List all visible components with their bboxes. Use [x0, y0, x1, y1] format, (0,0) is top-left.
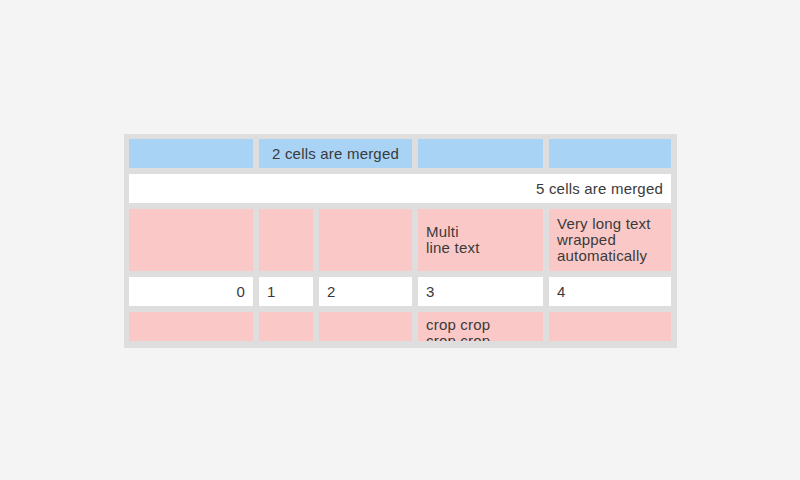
table-row-multiline: Multi line text Very long text wrapped a…: [129, 209, 671, 271]
merged-5-cells-label: 5 cells are merged: [536, 181, 663, 197]
cell-r5c1[interactable]: [129, 312, 253, 341]
number-2-label: 2: [327, 284, 336, 300]
cell-r1c5[interactable]: [549, 139, 671, 168]
cell-r3c2[interactable]: [259, 209, 313, 271]
table-widget: 2 cells are merged 5 cells are merged Mu…: [124, 134, 677, 348]
cell-r4c5[interactable]: 4: [549, 277, 671, 306]
wrapped-text-label: Very long text wrapped automatically: [557, 216, 663, 264]
cell-r4c2[interactable]: 1: [259, 277, 313, 306]
number-1-label: 1: [267, 284, 276, 300]
cell-r3c5[interactable]: Very long text wrapped automatically: [549, 209, 671, 271]
cell-r5c2[interactable]: [259, 312, 313, 341]
cell-r2-merged[interactable]: 5 cells are merged: [129, 174, 671, 203]
screen-background: 2 cells are merged 5 cells are merged Mu…: [0, 0, 800, 480]
cell-r3c4[interactable]: Multi line text: [418, 209, 543, 271]
table-row-full-merged: 5 cells are merged: [129, 174, 671, 203]
cell-r5c4[interactable]: crop crop crop crop: [418, 312, 543, 341]
cell-r4c1[interactable]: 0: [129, 277, 253, 306]
cell-r3c1[interactable]: [129, 209, 253, 271]
cell-r5c5[interactable]: [549, 312, 671, 341]
number-3-label: 3: [426, 284, 435, 300]
merged-2-cells-label: 2 cells are merged: [272, 146, 399, 162]
cell-r1c4[interactable]: [418, 139, 543, 168]
cell-r3c3[interactable]: [319, 209, 412, 271]
cell-r4c4[interactable]: 3: [418, 277, 543, 306]
cell-r1c1[interactable]: [129, 139, 253, 168]
cell-r5c3[interactable]: [319, 312, 412, 341]
table-row-numbers: 0 1 2 3 4: [129, 277, 671, 306]
cell-r4c3[interactable]: 2: [319, 277, 412, 306]
cell-r1c2-merged[interactable]: 2 cells are merged: [259, 139, 412, 168]
table-row-blue-header: 2 cells are merged: [129, 139, 671, 168]
number-4-label: 4: [557, 284, 566, 300]
table-row-cropped: crop crop crop crop: [129, 312, 671, 341]
cropped-text-label: crop crop crop crop: [426, 317, 506, 341]
multi-line-text-label: Multi line text: [426, 224, 480, 256]
number-0-label: 0: [236, 284, 245, 300]
